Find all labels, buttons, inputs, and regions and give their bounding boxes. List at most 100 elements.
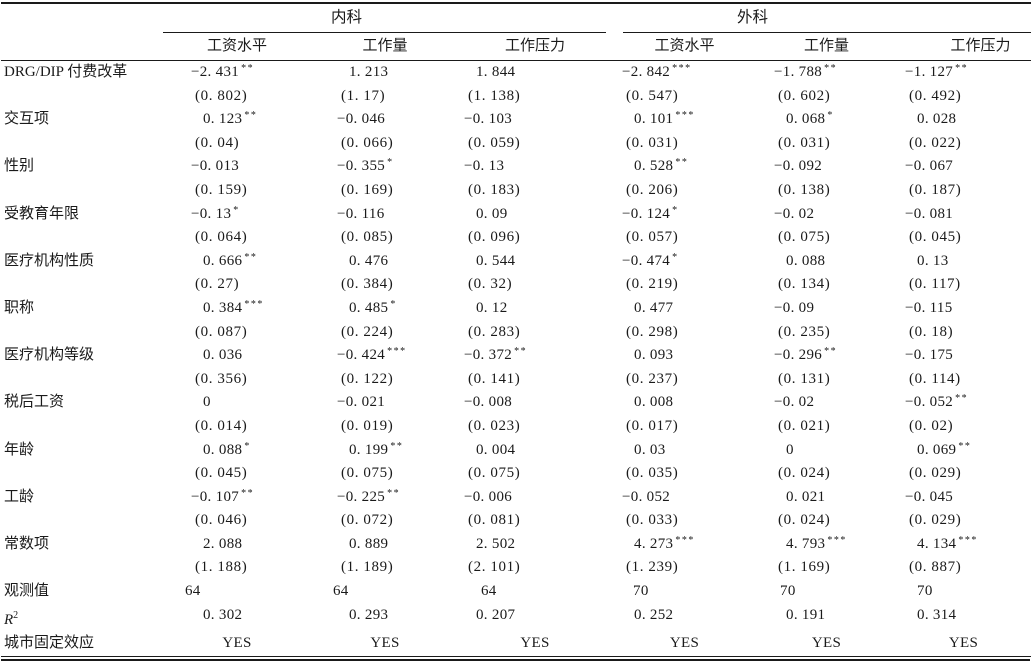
- cell-value: −0. 052: [622, 488, 671, 505]
- se-cell: (0. 075): [459, 462, 611, 486]
- table-row: 年龄 0. 088 * 0. 199 ** 0. 004 0. 03 0 0. 069 **: [1, 439, 1031, 463]
- column-header-workload-nk: 工作量: [311, 33, 459, 61]
- cell-value: −0. 081: [905, 205, 954, 222]
- cell-value: (0. 159): [195, 181, 248, 198]
- stat-cell: 64: [459, 580, 611, 604]
- coef-cell: −0. 115: [895, 297, 1031, 321]
- coef-cell: −0. 13: [459, 155, 611, 179]
- cell-value: (0. 283): [468, 323, 521, 340]
- table-row: 税后工资 0 −0. 021 −0. 008 0. 008 −0. 02 −0. 052 **: [1, 391, 1031, 415]
- cell-value: (0. 384): [341, 276, 394, 293]
- stat-cell: 0. 314: [895, 604, 1031, 633]
- row-label: 受教育年限: [4, 205, 80, 222]
- cell-value: (0. 138): [778, 181, 831, 198]
- cell-value: 0. 093: [634, 347, 674, 364]
- coef-cell: 0. 384 ***: [163, 297, 311, 321]
- cell-value: 0. 384 ***: [203, 298, 264, 316]
- coef-cell: 4. 273 ***: [611, 533, 758, 557]
- stat-cell: 0. 207: [459, 604, 611, 633]
- table-row: 城市固定效应 YES YES YES YES YES YES: [1, 632, 1031, 656]
- se-cell: (0. 046): [163, 509, 311, 533]
- coef-cell: −0. 045: [895, 486, 1031, 510]
- coef-cell: 0. 13: [895, 250, 1031, 274]
- cell-value: (0. 547): [626, 87, 679, 104]
- group-header-internal-medicine: 内科: [163, 3, 611, 33]
- se-cell: (0. 887): [895, 556, 1031, 580]
- row-label: DRG/DIP 付费改革: [4, 64, 128, 80]
- coef-cell: −0. 092: [758, 155, 895, 179]
- coef-cell: 2. 502: [459, 533, 611, 557]
- significance-stars: **: [244, 251, 258, 263]
- se-cell: (0. 064): [163, 226, 311, 250]
- coef-cell: 0: [758, 439, 895, 463]
- cell-value: 64: [333, 583, 349, 600]
- cell-value: 0. 101 ***: [634, 110, 695, 128]
- significance-stars: **: [958, 440, 972, 452]
- se-cell: (0. 033): [611, 509, 758, 533]
- row-label: 交互项: [4, 111, 50, 128]
- se-cell: (0. 117): [895, 273, 1031, 297]
- cell-value: 0. 004: [476, 441, 516, 458]
- row-label: 职称: [4, 299, 35, 316]
- cell-value: −0. 13 *: [191, 204, 240, 222]
- table-row: 交互项 0. 123 ** −0. 046 −0. 103 0. 101 *** 0. 068…: [1, 108, 1031, 132]
- se-cell: (0. 017): [611, 415, 758, 439]
- cell-value: (0. 023): [468, 417, 521, 434]
- row-label: 医疗机构等级: [4, 347, 95, 364]
- significance-stars: ***: [387, 346, 407, 358]
- coef-cell: 0: [163, 391, 311, 415]
- cell-value: (0. 32): [468, 276, 513, 293]
- stat-cell: 0. 302: [163, 604, 311, 633]
- stat-cell: 70: [758, 580, 895, 604]
- cell-value: (0. 033): [626, 512, 679, 529]
- row-label: 城市固定效应: [4, 635, 95, 652]
- cell-value: (0. 887): [909, 559, 962, 576]
- se-cell: (0. 131): [758, 368, 895, 392]
- cell-value: (0. 064): [195, 229, 248, 246]
- coef-cell: 0. 068 *: [758, 108, 895, 132]
- cell-value: (0. 117): [909, 276, 961, 293]
- coef-cell: −0. 13 *: [163, 203, 311, 227]
- coef-cell: −0. 006: [459, 486, 611, 510]
- significance-stars: *: [672, 251, 679, 263]
- se-cell: (0. 04): [163, 132, 311, 156]
- se-cell: (0. 141): [459, 368, 611, 392]
- coef-cell: 0. 069 **: [895, 439, 1031, 463]
- coef-cell: 0. 889: [311, 533, 459, 557]
- coef-cell: 0. 008: [611, 391, 758, 415]
- significance-stars: *: [244, 440, 251, 452]
- cell-value: (1. 189): [341, 559, 394, 576]
- row-label: 税后工资: [4, 394, 65, 411]
- cell-value: 0. 068 *: [786, 110, 834, 128]
- cell-value: (0. 02): [909, 417, 954, 434]
- cell-value: 0. 252: [634, 606, 674, 623]
- cell-value: (0. 802): [195, 87, 248, 104]
- coef-cell: −0. 052: [611, 486, 758, 510]
- group-header-surgery: 外科: [611, 3, 1031, 33]
- coef-cell: 0. 036: [163, 344, 311, 368]
- cell-value: −0. 103: [464, 111, 513, 128]
- cell-value: 0. 199 **: [349, 440, 404, 458]
- se-cell: (2. 101): [459, 556, 611, 580]
- table-header: 内科 外科 工资水平 工作量 工作压力 工资水平 工作量 工作压力: [1, 3, 1031, 61]
- table-row: 性别 −0. 013 −0. 355 * −0. 13 0. 528 ** −0. 092 −0…: [1, 155, 1031, 179]
- cell-value: −0. 008: [464, 394, 513, 411]
- cell-value: (0. 057): [626, 229, 679, 246]
- significance-stars: ***: [827, 534, 847, 546]
- cell-value: (0. 356): [195, 370, 248, 387]
- cell-value: 0. 069 **: [917, 440, 972, 458]
- cell-value: 64: [185, 583, 201, 600]
- se-cell: (0. 02): [895, 415, 1031, 439]
- cell-value: (0. 059): [468, 134, 521, 151]
- cell-value: (0. 114): [909, 370, 961, 387]
- se-cell: (0. 384): [311, 273, 459, 297]
- stat-cell: YES: [459, 632, 611, 656]
- coef-cell: −1. 788 **: [758, 61, 895, 85]
- stat-cell: YES: [758, 632, 895, 656]
- column-header-pressure-wk: 工作压力: [895, 33, 1031, 61]
- coef-cell: −0. 296 **: [758, 344, 895, 368]
- se-cell: (1. 169): [758, 556, 895, 580]
- se-cell: (0. 134): [758, 273, 895, 297]
- cell-value: −0. 424 ***: [337, 346, 407, 364]
- column-header-pressure-nk: 工作压力: [459, 33, 612, 61]
